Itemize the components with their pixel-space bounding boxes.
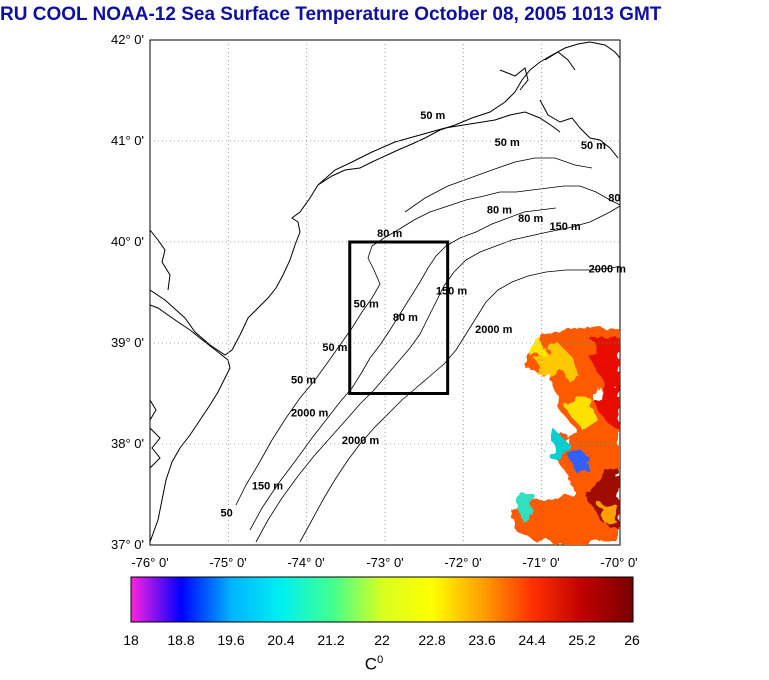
- colorbar-label-18: 18: [123, 632, 139, 648]
- lat-label-38: 38° 0': [111, 436, 144, 451]
- contour-label: 2000 m: [291, 408, 329, 420]
- contour-label: 80 m: [377, 228, 402, 240]
- contour-label: 2000 m: [475, 324, 513, 336]
- contour-label: 2000 m: [342, 435, 380, 447]
- colorbar-label-23-6: 23.6: [468, 632, 496, 648]
- colorbar-label-19-6: 19.6: [217, 632, 245, 648]
- contour-label: 150 m: [252, 480, 283, 492]
- lat-label-40: 40° 0': [111, 234, 144, 249]
- contour-labels: 50 m 50 m 50 m 80 80 m 80 m 150 m 80 m 50 m 80 m 1…: [221, 110, 627, 520]
- contour-label: 50 m: [291, 374, 316, 386]
- colorbar-label-18-8: 18.8: [167, 632, 195, 648]
- contour-label: 50: [221, 508, 233, 520]
- colorbar-label-21-2: 21.2: [317, 632, 345, 648]
- lon-label-74: -74° 0': [287, 555, 325, 570]
- contour-label: 50 m: [495, 137, 520, 149]
- colorbar-label-25-2: 25.2: [568, 632, 596, 648]
- lat-label-41: 41° 0': [111, 133, 144, 148]
- highlight-box: [348, 240, 450, 395]
- lat-lon-grid: [150, 40, 620, 545]
- coastline: [150, 41, 620, 356]
- sst-data-patch: [512, 322, 620, 545]
- colorbar-label-22: 22: [374, 632, 390, 648]
- contour-label: 50 m: [354, 299, 379, 311]
- lon-label-76: -76° 0': [131, 555, 169, 570]
- contour-label: 80 m: [393, 312, 418, 324]
- lat-label-39: 39° 0': [111, 335, 144, 350]
- lat-label-37: 37° 0': [111, 537, 144, 552]
- colorbar-label-22-8: 22.8: [418, 632, 446, 648]
- lat-label-42: 42° 0': [111, 32, 144, 47]
- contour-label: 150 m: [436, 286, 467, 298]
- contour-label: 150 m: [550, 221, 581, 233]
- contour-label: 50 m: [581, 140, 606, 152]
- isobath-150m: [255, 205, 620, 543]
- isobath-2000m: [299, 265, 620, 543]
- lon-label-73: -73° 0': [366, 555, 404, 570]
- contour-label: 80 m: [518, 213, 543, 225]
- contour-label: 80: [608, 193, 620, 205]
- lon-label-71: -71° 0': [522, 555, 560, 570]
- lon-label-72: -72° 0': [444, 555, 482, 570]
- unit-base: C: [364, 654, 378, 674]
- contour-label: 2000 m: [589, 263, 627, 275]
- lon-label-70: -70° 0': [600, 555, 638, 570]
- contour-label: 50 m: [322, 342, 347, 354]
- contour-label: 80 m: [487, 205, 512, 217]
- colorbar-unit: C0: [352, 654, 396, 675]
- isobath-80m: [249, 207, 557, 531]
- map-title: RU COOL NOAA-12 Sea Surface Temperature …: [0, 4, 662, 25]
- lon-label-75: -75° 0': [209, 555, 247, 570]
- colorbar-label-20-4: 20.4: [267, 632, 295, 648]
- colorbar-label-26: 26: [624, 632, 640, 648]
- colorbar-label-24-4: 24.4: [518, 632, 546, 648]
- colorbar: [130, 576, 634, 623]
- unit-superscript: 0: [377, 654, 384, 666]
- contour-label: 50 m: [420, 110, 445, 122]
